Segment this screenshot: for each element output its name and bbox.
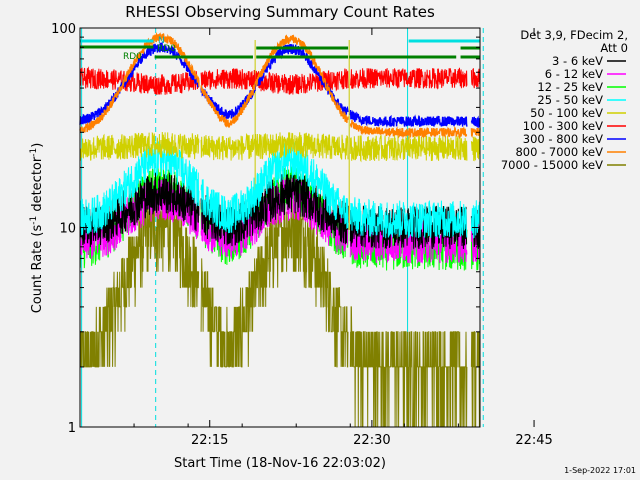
chart-title: RHESSI Observing Summary Count Rates: [125, 3, 435, 21]
y-axis-label-main: Count Rate (s: [30, 225, 45, 314]
y-axis-label-sup1: -1: [29, 216, 39, 225]
status-annotation: RD0: [157, 44, 176, 54]
y-axis-label-rest: detector: [30, 156, 45, 216]
series-line-0: [79, 172, 481, 250]
y-tick-label: 100: [51, 22, 76, 37]
legend-entry-label: 7000 - 15000 keV: [501, 158, 603, 172]
legend-entry-label: 50 - 100 keV: [530, 106, 603, 120]
series-line-3: [79, 141, 481, 239]
series-line-8: [79, 192, 481, 428]
legend-entry-label: 25 - 50 keV: [537, 93, 603, 107]
legend-entry-label: 12 - 25 keV: [537, 80, 603, 94]
legend-entry-label: 100 - 300 keV: [523, 119, 603, 133]
x-axis-label: Start Time (18-Nov-16 22:03:02): [174, 456, 386, 471]
legend-entry-label: 800 - 7000 keV: [515, 145, 603, 159]
series-line-7: [79, 31, 481, 140]
legend-entry-label: 3 - 6 keV: [552, 54, 603, 68]
legend-header-line1: Det 3,9, FDecim 2,: [520, 28, 628, 42]
series-line-5: [79, 66, 481, 95]
y-axis-label-sup2: -1: [29, 148, 39, 157]
x-tick-label: 22:30: [353, 433, 390, 448]
legend-entry-label: 6 - 12 keV: [545, 67, 603, 81]
status-annotation: RD0: [123, 52, 142, 62]
y-tick-label: 1: [68, 421, 76, 436]
series-line-4: [79, 131, 481, 163]
x-tick-label: 22:45: [515, 433, 552, 448]
y-axis-label: Count Rate (s-1 detector-1): [29, 143, 45, 314]
footer-timestamp: 1-Sep-2022 17:01: [564, 466, 636, 475]
y-axis-label-end: ): [30, 143, 45, 148]
x-tick-label: 22:15: [191, 433, 228, 448]
legend-entry-label: 300 - 800 keV: [523, 132, 603, 146]
y-axis: 1 10 100: [51, 22, 480, 436]
y-tick-label: 10: [59, 222, 76, 237]
status-annotation: N: [158, 36, 165, 46]
legend-header-line2: Att 0: [600, 41, 628, 55]
